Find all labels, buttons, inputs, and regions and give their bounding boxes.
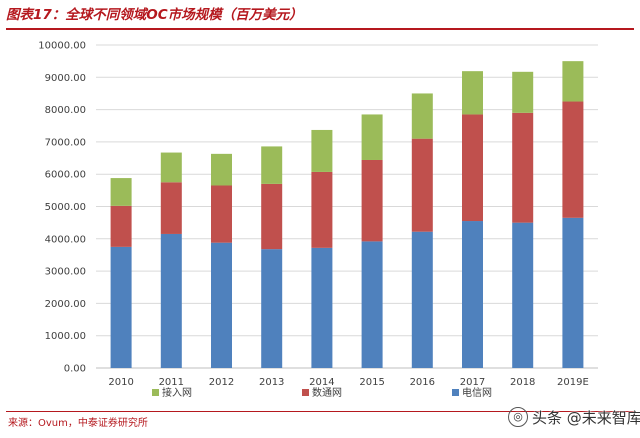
y-axis-tick-labels: 0.00 1000.00 2000.00 3000.00 4000.00 5000.00 6…	[38, 41, 86, 375]
title-divider	[6, 28, 634, 30]
watermark: ◎ 头条 @未来智库	[508, 400, 640, 434]
y-tick-label: 4000.00	[45, 234, 86, 245]
bar-segment-access	[361, 114, 383, 160]
bar-stack-2018	[512, 71, 534, 368]
bar-segment-access	[512, 71, 534, 113]
x-tick-label: 2015	[359, 377, 384, 388]
y-tick-label: 8000.00	[45, 105, 86, 116]
bar-segment-telecom	[361, 241, 383, 368]
x-tick-label: 2013	[259, 377, 284, 388]
bar-stack-2016	[411, 93, 433, 368]
y-tick-label: 10000.00	[38, 41, 86, 52]
bar-segment-telecom	[462, 221, 483, 368]
legend-label: 数通网	[312, 386, 342, 399]
legend-swatch	[452, 389, 459, 396]
figure-title: 图表17：全球不同领域OC市场规模（百万美元）	[6, 7, 303, 23]
x-tick-label: 2011	[159, 377, 184, 388]
x-tick-label: 2017	[460, 377, 485, 388]
bar-stack-2013	[261, 146, 283, 368]
y-tick-label: 9000.00	[45, 73, 86, 84]
y-tick-label: 3000.00	[45, 267, 86, 278]
x-tick-label: 2012	[209, 377, 234, 388]
bar-segment-telecom	[211, 242, 232, 368]
source-divider	[6, 411, 634, 412]
bar-segment-telecom	[160, 233, 182, 368]
legend-label: 接入网	[162, 386, 192, 399]
bar-segment-access	[462, 71, 483, 115]
bar-stack-2012	[211, 153, 232, 368]
bar-segment-telecom	[261, 249, 283, 368]
watermark-text: 头条 @未来智库	[532, 408, 640, 427]
legend-label: 电信网	[462, 386, 492, 399]
bar-segment-datacom	[211, 185, 232, 243]
x-tick-label: 2016	[410, 377, 435, 388]
x-tick-label: 2018	[510, 377, 535, 388]
y-tick-label: 6000.00	[45, 170, 86, 181]
legend-swatch	[302, 389, 309, 396]
bar-segment-datacom	[110, 205, 132, 247]
bar-stack-2019E	[562, 61, 584, 368]
bar-stacks	[110, 61, 584, 368]
bar-segment-access	[160, 152, 182, 183]
figure-source: 来源：Ovum，中泰证券研究所	[8, 418, 148, 429]
bar-segment-access	[411, 93, 433, 139]
bar-segment-datacom	[562, 101, 584, 218]
legend: 接入网 数通网 电信网	[152, 386, 492, 399]
bar-segment-access	[110, 178, 132, 206]
bar-segment-datacom	[311, 171, 333, 248]
bar-segment-datacom	[411, 138, 433, 232]
x-axis-tick-labels: 2010 2011 2012 2013 2014 2015 2016 2017 2018 2019…	[108, 377, 588, 388]
y-tick-label: 2000.00	[45, 299, 86, 310]
bar-segment-access	[562, 61, 584, 102]
bar-stack-2014	[311, 129, 333, 368]
legend-swatch	[152, 389, 159, 396]
bar-segment-datacom	[361, 159, 383, 242]
legend-item-telecom: 电信网	[452, 386, 492, 399]
bar-segment-datacom	[462, 114, 483, 222]
watermark-logo-icon: ◎	[508, 407, 528, 427]
bar-segment-telecom	[562, 217, 584, 368]
bar-segment-access	[211, 153, 232, 186]
legend-item-access: 接入网	[152, 386, 192, 399]
y-tick-label: 7000.00	[45, 137, 86, 148]
x-tick-label: 2010	[108, 377, 133, 388]
y-tick-label: 5000.00	[45, 202, 86, 213]
x-tick-label: 2019E	[557, 377, 589, 388]
bar-stack-2010	[110, 178, 132, 368]
bar-stack-2017	[462, 71, 483, 368]
bar-segment-telecom	[311, 247, 333, 368]
bar-segment-datacom	[512, 112, 534, 223]
bar-segment-datacom	[160, 182, 182, 234]
x-tick-label: 2014	[309, 377, 334, 388]
y-tick-label: 1000.00	[45, 331, 86, 342]
bar-segment-datacom	[261, 183, 283, 250]
bar-segment-telecom	[411, 231, 433, 368]
bar-segment-access	[311, 129, 333, 172]
bar-segment-telecom	[512, 222, 534, 368]
legend-item-datacom: 数通网	[302, 386, 342, 399]
bar-segment-access	[261, 146, 283, 184]
bar-stack-2015	[361, 114, 383, 368]
y-tick-label: 0.00	[64, 364, 86, 375]
bar-stack-2011	[160, 152, 182, 368]
bar-segment-telecom	[110, 246, 132, 368]
